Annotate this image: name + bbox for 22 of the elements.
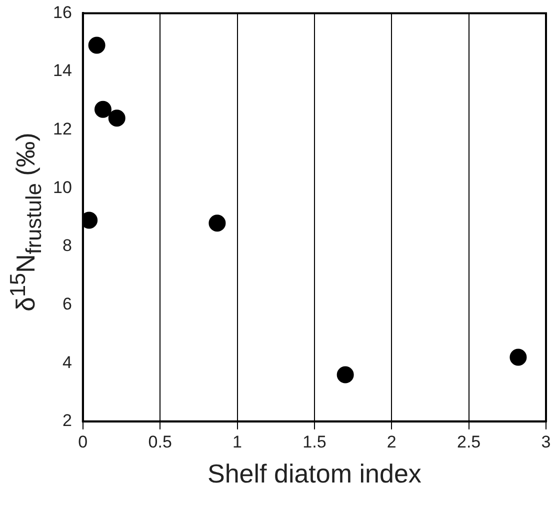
- point: [94, 100, 112, 118]
- x-axis-title: Shelf diatom index: [208, 458, 422, 489]
- y-tick-label: 2: [62, 411, 72, 430]
- y-tick-label: 16: [52, 2, 72, 22]
- y-tick-label: 6: [62, 294, 72, 314]
- x-tick-label: 3: [541, 432, 551, 452]
- point: [88, 36, 106, 54]
- point: [208, 214, 226, 232]
- point: [336, 366, 354, 384]
- x-tick-label: 2: [386, 432, 396, 452]
- y-tick-label: 8: [62, 236, 72, 256]
- y-tick-label: 4: [62, 352, 72, 372]
- x-tick-label: 0.5: [148, 432, 172, 452]
- x-tick-label: 2.5: [457, 432, 481, 452]
- y-tick-label: 10: [52, 178, 72, 197]
- x-tick-label: 0: [78, 432, 88, 452]
- x-tick-label: 1.5: [302, 432, 326, 452]
- point: [510, 348, 527, 366]
- y-tick-label: 12: [52, 120, 72, 139]
- x-tick-label: 1: [232, 432, 242, 452]
- point: [108, 110, 126, 127]
- y-tick-label: 14: [52, 61, 72, 80]
